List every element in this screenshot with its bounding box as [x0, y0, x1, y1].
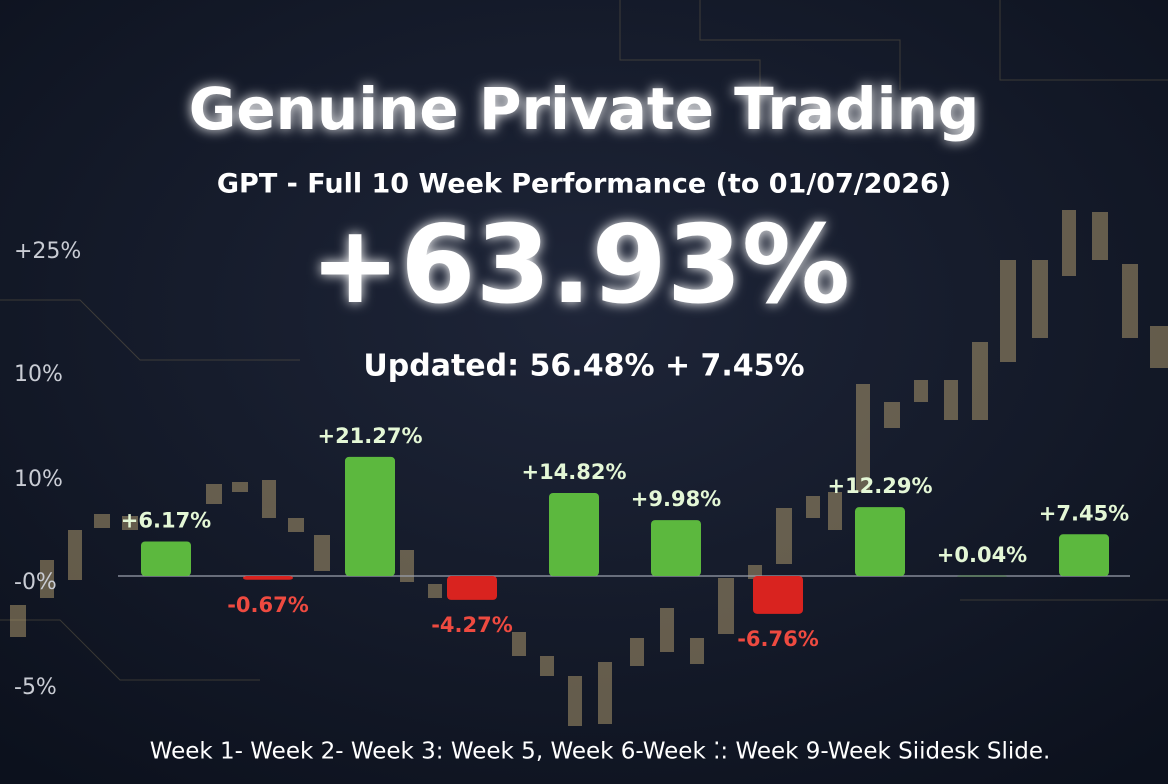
value-label: +0.04% — [937, 543, 1027, 567]
value-label: +21.27% — [317, 424, 422, 448]
footer: Week 1- Week 2- Week 3: Week 5, Week 6-W… — [150, 739, 1051, 765]
circuit-lines — [0, 0, 1168, 681]
side-label: 10% — [14, 467, 63, 492]
bar — [345, 456, 395, 576]
bar — [447, 576, 497, 600]
side-label: 10% — [14, 362, 63, 387]
background-candles — [10, 210, 1168, 726]
value-label: +12.29% — [827, 474, 932, 498]
update-note: Updated: 56.48% + 7.45% — [363, 349, 804, 384]
bar — [549, 493, 599, 576]
bar — [651, 520, 701, 576]
bar — [855, 507, 905, 576]
side-label: -5% — [14, 675, 57, 700]
chart-subtitle: GPT - Full 10 Week Performance (to 01/07… — [217, 169, 951, 200]
value-label: -0.67% — [227, 593, 309, 617]
bar — [141, 541, 191, 576]
bar — [753, 576, 803, 614]
value-label: +7.45% — [1039, 501, 1129, 525]
value-label: +6.17% — [121, 508, 211, 532]
value-label: +9.98% — [631, 487, 721, 511]
bar — [243, 576, 293, 580]
side-label: -0% — [14, 570, 57, 595]
bar — [957, 575, 1007, 577]
value-label: +14.82% — [521, 460, 626, 484]
value-label: -6.76% — [737, 627, 819, 651]
chart-title: Genuine Private Trading — [189, 75, 980, 143]
side-label: +25% — [14, 239, 81, 264]
value-label: -4.27% — [431, 613, 513, 637]
headline-figure: +63.93% — [310, 203, 850, 328]
bar — [1059, 534, 1109, 576]
